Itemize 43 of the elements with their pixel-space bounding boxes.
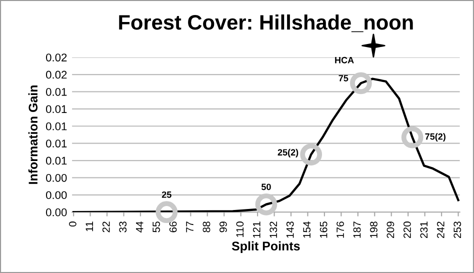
x-tick-label: 209 [386,222,394,238]
x-tick-label: 143 [286,222,294,238]
x-tick-label: 0 [68,222,76,227]
y-tick-label: 0.01 [46,88,67,96]
annotation: 25(2) [278,148,298,158]
x-tick-label: 165 [320,222,328,238]
x-tick-label: 66 [169,222,177,232]
x-tick-label: 33 [119,222,127,232]
y-tick-label: 0.00 [46,208,67,216]
x-tick-label: 55 [152,222,160,232]
x-tick-label: 187 [353,222,361,238]
x-tick-label: 176 [336,222,344,238]
x-tick-label: 99 [220,222,227,232]
x-tick-label: 11 [86,222,93,232]
y-tick-label: 0.02 [46,70,67,79]
x-tick-label: 154 [303,221,311,238]
y-tick-label: 0.01 [46,122,67,130]
annotation: 75 [338,75,348,82]
annotation: 75(2) [425,133,446,142]
x-tick-label: 242 [436,222,444,238]
y-axis-title: Information Gain [28,85,38,184]
x-tick-label: 121 [252,222,260,238]
y-tick-label: 0.00 [46,191,67,200]
x-tick-label: 110 [236,222,244,237]
y-tick-label: 0.01 [46,140,67,148]
y-tick-label: 0.01 [46,156,67,165]
y-tick-label: 0.00 [46,174,67,182]
x-tick-label: 198 [370,222,378,238]
x-tick-label: 220 [404,222,411,238]
x-tick-label: 22 [102,222,110,232]
x-tick-label: 132 [270,222,278,238]
x-tick-label: 44 [136,221,144,232]
x-axis-title: Split Points [232,241,300,253]
x-tick-label: 77 [186,222,194,232]
x-tick-label: 88 [202,222,210,232]
x-tick-label: 253 [454,222,462,238]
annotation: HCA [335,56,354,64]
x-tick-label: 231 [420,222,428,238]
y-tick-label: 0.01 [46,105,67,114]
annotation: 25 [162,191,172,198]
annotation: 50 [261,184,271,190]
chart-title: Forest Cover: Hillshade_noon [119,14,413,32]
y-tick-label: 0.02 [46,54,67,62]
